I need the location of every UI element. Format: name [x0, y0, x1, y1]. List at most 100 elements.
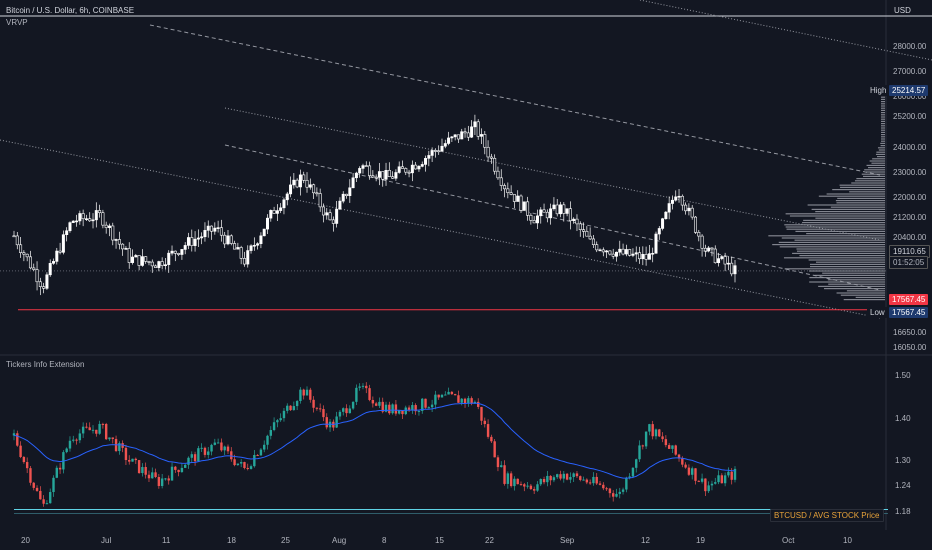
ratio-candle [193, 454, 197, 462]
volume-profile-bar [768, 235, 885, 237]
price-candle [644, 254, 648, 260]
high-value-tag: 25214.57 [889, 85, 929, 96]
ratio-candle [141, 467, 144, 474]
price-candle [427, 155, 431, 159]
ratio-candle [81, 426, 85, 434]
price-candle [81, 213, 85, 220]
ratio-candle [496, 457, 500, 468]
price-candle [555, 204, 559, 215]
volume-profile-bar [785, 226, 885, 228]
price-candle [690, 207, 694, 218]
ratio-candle [559, 474, 562, 479]
vrvp-indicator-label[interactable]: VRVP [6, 18, 28, 27]
price-candle [91, 219, 95, 222]
price-candle [246, 250, 250, 265]
price-candle [239, 247, 243, 259]
price-candle [549, 208, 553, 219]
lower-indicator-title[interactable]: Tickers Info Extension [6, 360, 85, 369]
price-candle [213, 227, 217, 232]
ratio-candle [187, 457, 190, 465]
currency-label[interactable]: USD [894, 6, 911, 15]
volume-profile-bar [784, 224, 885, 226]
volume-profile-bar [881, 129, 885, 131]
ratio-candle [170, 466, 174, 481]
price-candle [348, 187, 352, 197]
price-candle [726, 262, 730, 265]
time-tick-label: 11 [162, 536, 171, 545]
volume-profile-bar [802, 222, 885, 224]
ratio-candle [35, 487, 39, 491]
ratio-candle [239, 462, 243, 464]
price-candle [173, 250, 177, 254]
ratio-candle [164, 478, 167, 480]
price-candle [328, 212, 332, 221]
ratio-candle [480, 406, 483, 421]
ratio-candle [19, 445, 22, 457]
price-candle [275, 210, 279, 214]
price-candle [703, 247, 707, 252]
price-candle [591, 238, 595, 245]
price-candle [302, 174, 306, 181]
price-tick-label: 24000.00 [893, 142, 927, 152]
price-candle [134, 255, 138, 258]
time-tick-label: 25 [281, 536, 290, 545]
ratio-candle [667, 445, 671, 449]
ratio-candle [391, 404, 394, 414]
ratio-candle [295, 401, 299, 407]
price-candle [447, 137, 451, 144]
price-candle [572, 218, 576, 222]
ratio-candle [453, 394, 457, 396]
price-candle [94, 210, 98, 221]
price-tick-label: 16650.00 [893, 327, 927, 337]
price-candle [266, 217, 270, 230]
ratio-candle [134, 458, 138, 461]
ratio-candle [55, 467, 58, 478]
ratio-candle [180, 467, 184, 473]
ratio-candle [628, 476, 631, 478]
ratio-candle [681, 458, 684, 465]
price-tick-label: 27000.00 [893, 66, 927, 76]
price-candle [58, 250, 62, 253]
ratio-candle [661, 436, 664, 440]
price-candle [114, 239, 118, 241]
price-candle [529, 215, 533, 221]
ratio-candle [477, 401, 480, 407]
volume-profile-bar [837, 197, 885, 199]
ratio-candle [236, 463, 240, 466]
price-candle [486, 146, 490, 158]
ratio-candle [615, 493, 618, 497]
ratio-moving-average [13, 402, 736, 479]
price-candle [131, 256, 135, 263]
ratio-candle [404, 407, 407, 415]
ratio-candle [85, 426, 88, 428]
ratio-candle [598, 483, 602, 485]
price-candle [137, 255, 141, 266]
price-candle [289, 184, 293, 195]
ratio-candle [128, 460, 131, 462]
volume-profile-bar [784, 268, 885, 270]
ratio-candle [575, 473, 579, 477]
volume-profile-bar [881, 98, 885, 100]
ratio-candle [608, 488, 612, 494]
ratio-candle [529, 485, 533, 490]
ratio-candle [249, 466, 253, 469]
volume-profile-bar [881, 107, 885, 109]
price-candle [78, 213, 82, 222]
volume-profile-bar [872, 158, 885, 160]
volume-profile-bar [866, 164, 885, 166]
price-candle [15, 235, 19, 246]
ratio-candle [49, 492, 52, 504]
volume-profile-bar [811, 208, 885, 210]
price-candle [578, 223, 582, 230]
symbol-title[interactable]: Bitcoin / U.S. Dollar, 6h, COINBASE [6, 6, 135, 15]
ratio-candle [243, 462, 246, 468]
price-candle [226, 235, 230, 245]
price-tick-label: 25200.00 [893, 112, 927, 122]
price-candle [654, 233, 658, 254]
price-candle [186, 237, 190, 246]
price-candle [463, 131, 467, 134]
price-candle [638, 252, 642, 260]
ratio-candle [358, 386, 361, 388]
price-candle [647, 253, 651, 260]
volume-profile-bar [830, 206, 885, 208]
